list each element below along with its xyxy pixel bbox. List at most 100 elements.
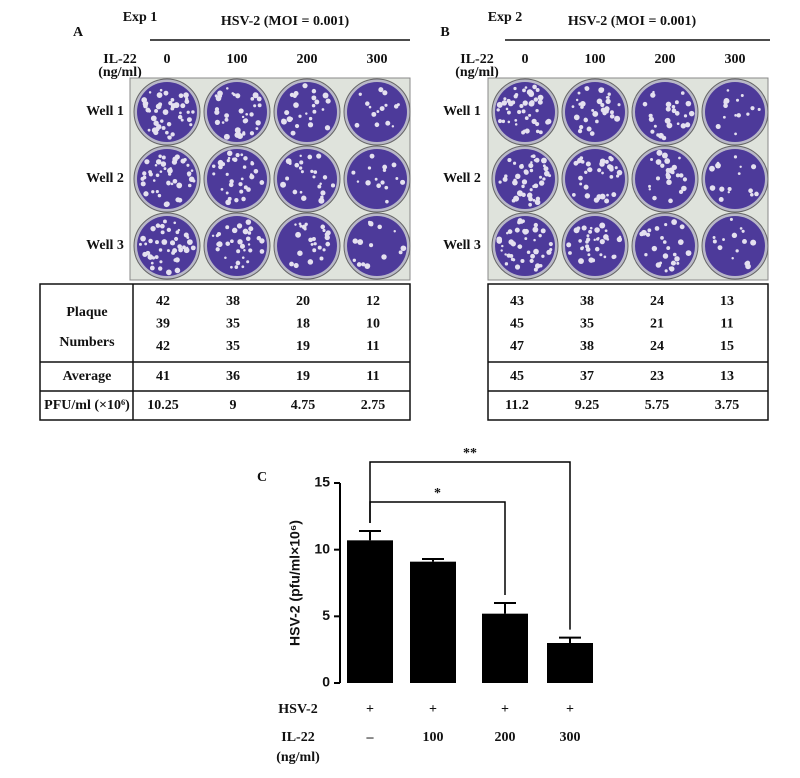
plaque-spot <box>601 171 604 175</box>
plaque-spot <box>241 115 245 119</box>
plaque-spot <box>163 219 167 224</box>
table-cell: 35 <box>226 339 240 354</box>
plaque-spot <box>529 168 534 173</box>
plaque-spot <box>665 106 671 112</box>
plaque-spot <box>145 107 151 113</box>
plaque-spot <box>521 184 525 189</box>
plaque-spot <box>161 155 166 160</box>
plaque-spot <box>750 106 755 111</box>
plaque-spot <box>144 101 149 105</box>
plaque-spot <box>676 261 680 265</box>
table-cell: 38 <box>580 294 594 309</box>
plaque-spot <box>520 258 525 264</box>
plaque-spot <box>393 104 399 109</box>
plaque-spot <box>502 176 508 182</box>
plaque-spot <box>245 219 252 225</box>
plaque-spot <box>577 91 581 95</box>
plaque-spot <box>595 119 599 124</box>
plaque-spot <box>594 227 600 233</box>
plaque-spot <box>588 229 593 234</box>
plaque-spot <box>535 88 540 92</box>
plaque-spot <box>320 190 326 196</box>
plaque-spot <box>142 175 147 180</box>
plaque-spot <box>313 242 317 246</box>
plaque-spot <box>238 182 243 187</box>
plaque-spot <box>677 239 684 245</box>
plaque-spot <box>642 101 648 107</box>
plaque-spot <box>712 239 717 244</box>
plaque-spot <box>232 93 236 97</box>
x-tick-label: 300 <box>560 730 581 745</box>
experiment-label: Exp 2 <box>488 10 523 25</box>
plaque-spot <box>709 185 716 191</box>
plaque-spot <box>734 132 737 136</box>
plaque-spot <box>607 92 611 96</box>
plaque-spot <box>538 234 542 238</box>
plaque-spot <box>243 118 249 123</box>
table-cell: 45 <box>510 369 524 384</box>
plaque-spot <box>573 160 579 166</box>
plaque-spot <box>249 112 254 117</box>
plaque-spot <box>298 114 302 118</box>
plaque-spot <box>384 103 388 107</box>
plaque-spot <box>249 131 255 136</box>
plaque-spot <box>524 237 528 240</box>
plaque-spot <box>674 100 679 105</box>
plaque-spot <box>150 225 156 232</box>
table-cell: 3.75 <box>715 398 740 413</box>
plaque-spot <box>509 253 514 258</box>
plaque-spot <box>400 179 406 185</box>
plaque-spot <box>237 239 243 245</box>
plaque-spot <box>534 199 541 206</box>
plaque-spot <box>284 110 290 116</box>
plaque-spot <box>671 219 678 225</box>
plaque-spot <box>288 161 292 165</box>
plaque-spot <box>302 83 308 89</box>
plaque-spot <box>584 193 591 199</box>
plaque-spot <box>292 189 298 195</box>
plaque-spot <box>583 117 588 122</box>
plaque-spot <box>330 183 336 188</box>
plaque-spot <box>253 104 257 108</box>
plaque-spot <box>543 166 549 172</box>
row-label: Average <box>63 369 112 384</box>
plaque-spot <box>190 169 194 172</box>
plaque-spot <box>735 249 739 253</box>
plaque-spot <box>579 182 583 186</box>
plaque-spot <box>522 88 526 93</box>
plaque-spot <box>393 230 396 233</box>
plaque-spot <box>584 170 588 174</box>
plaque-spot <box>524 86 528 89</box>
plaque-spot <box>679 224 685 230</box>
plaque-spot <box>736 113 741 118</box>
plaque-spot <box>671 108 677 114</box>
plaque-spot <box>159 260 163 264</box>
plaque-spot <box>609 175 614 179</box>
plaque-spot <box>351 170 356 175</box>
plaque-spot <box>585 247 591 252</box>
plaque-spot <box>321 108 325 111</box>
plaque-spot <box>365 101 370 106</box>
y-tick-label: 10 <box>314 540 330 556</box>
plaque-spot <box>186 117 192 123</box>
plaque-spot <box>228 182 234 188</box>
plaque-spot <box>152 179 156 182</box>
plaque-spot <box>505 107 509 111</box>
plaque-spot <box>168 172 172 176</box>
plaque-spot <box>575 98 579 102</box>
plaque-spot <box>532 84 537 90</box>
plaque-spot <box>514 123 518 126</box>
plaque-spot <box>155 159 162 165</box>
plaque-spot <box>234 265 239 269</box>
plaque-spot <box>727 186 732 192</box>
table-cell: 24 <box>650 339 664 354</box>
plaque-spot <box>235 260 241 266</box>
plaque-spot <box>143 191 149 197</box>
plaque-spot <box>144 242 148 246</box>
plaque-spot <box>191 110 195 114</box>
plaque-spot <box>180 118 184 122</box>
plaque-spot <box>216 231 222 237</box>
plaque-spot <box>380 180 385 185</box>
plaque-spot <box>533 97 539 102</box>
plaque-spot <box>647 228 652 233</box>
